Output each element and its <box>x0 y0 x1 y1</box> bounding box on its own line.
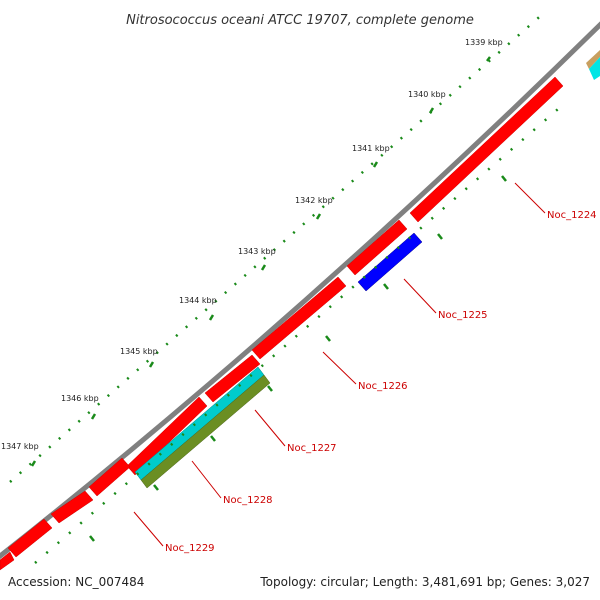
gene-noc-1228-bar <box>140 374 271 489</box>
map-title: Nitrosococcus oceani ATCC 19707, complet… <box>126 13 474 28</box>
major-ticks <box>30 56 491 467</box>
kbp-label: 1340 kbp <box>408 90 446 99</box>
gene-arrow <box>88 457 131 497</box>
gene-label: Noc_1229 <box>165 543 215 554</box>
genome-backbone <box>0 21 600 560</box>
gene-arrow <box>0 551 15 571</box>
gene-label: Noc_1225 <box>438 310 488 321</box>
kbp-label: 1342 kbp <box>295 196 333 205</box>
label-leaders <box>133 182 546 547</box>
kbp-label: 1347 kbp <box>1 442 39 451</box>
inner-major-ticks <box>89 175 507 542</box>
outer-tick-ring <box>9 11 546 483</box>
gene-arrow <box>251 276 347 360</box>
gene-arrow <box>50 490 94 524</box>
kbp-label: 1344 kbp <box>179 296 217 305</box>
gene-arrow <box>126 396 208 476</box>
kbp-label: 1346 kbp <box>61 394 99 403</box>
forward-strand-genes <box>0 76 564 571</box>
kbp-label: 1339 kbp <box>465 38 503 47</box>
gene-arrow <box>204 354 261 403</box>
gene-noc-1225-bar <box>357 232 423 292</box>
gene-label: Noc_1227 <box>287 443 337 454</box>
kbp-label: 1341 kbp <box>352 144 390 153</box>
gene-labels: Noc_1224 Noc_1225 Noc_1226 Noc_1227 Noc_… <box>165 210 597 554</box>
gene-partial-tan <box>586 50 600 69</box>
gene-partial-cyan <box>589 57 600 80</box>
kbp-scale: 1339 kbp 1340 kbp 1341 kbp 1342 kbp 1343… <box>1 38 503 451</box>
reverse-strand-genes <box>134 50 600 489</box>
gene-noc-1227-bar <box>134 366 265 481</box>
accession-text: Accession: NC_007484 <box>8 575 144 589</box>
gene-arrow <box>346 219 408 276</box>
kbp-label: 1343 kbp <box>238 247 276 256</box>
gene-label: Noc_1228 <box>223 495 273 506</box>
gene-label: Noc_1226 <box>358 381 408 392</box>
inner-tick-ring <box>34 102 566 564</box>
gene-label: Noc_1224 <box>547 210 597 221</box>
gene-arrow <box>7 518 53 558</box>
genome-summary-text: Topology: circular; Length: 3,481,691 bp… <box>259 575 590 589</box>
kbp-label: 1345 kbp <box>120 347 158 356</box>
gene-arrow <box>409 76 564 223</box>
